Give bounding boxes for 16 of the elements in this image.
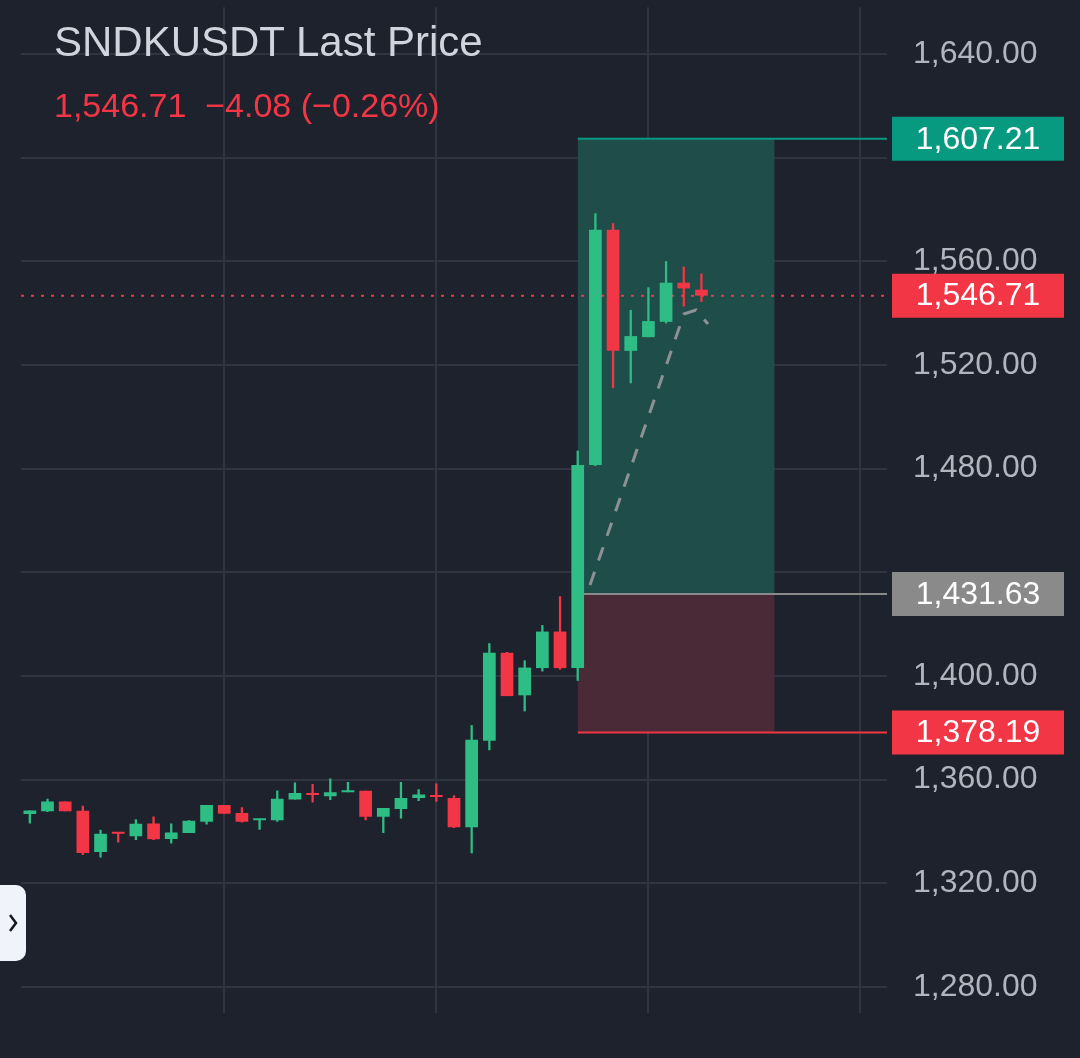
candlestick [306, 783, 319, 803]
ref-line-label: 1,607.21 [915, 119, 1041, 156]
y-tick-label: 1,360.00 [913, 759, 1038, 796]
y-tick-label: 1,280.00 [913, 966, 1038, 1003]
y-tick-label: 1,640.00 [913, 33, 1038, 70]
candlestick [253, 818, 266, 830]
y-tick-label: 1,560.00 [913, 241, 1038, 278]
y-tick-label: 1,480.00 [913, 448, 1038, 485]
ref-line-label: 1,378.19 [915, 713, 1041, 750]
y-tick-label: 1,400.00 [913, 655, 1038, 692]
y-tick-label: 1,320.00 [913, 863, 1038, 900]
chart-title: SNDKUSDT Last Price [54, 18, 483, 66]
y-tick-label: 1,520.00 [913, 344, 1038, 381]
ref-line-label: 1,431.63 [915, 574, 1041, 611]
text: 1,546.71 −4.08 (−0.26%) [54, 86, 440, 125]
ref-line-label: 1,546.71 [915, 276, 1041, 313]
